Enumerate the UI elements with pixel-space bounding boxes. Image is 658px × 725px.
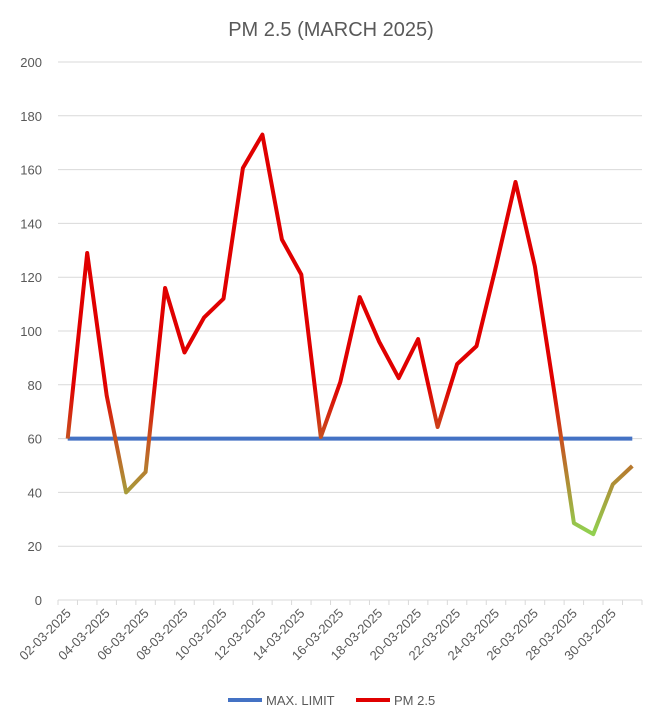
y-tick-label: 40 [28,485,42,500]
y-tick-label: 120 [20,270,42,285]
y-tick-label: 100 [20,324,42,339]
legend: MAX. LIMIT PM 2.5 [228,693,435,708]
y-tick-label: 60 [28,432,42,447]
y-tick-label: 20 [28,539,42,554]
y-tick-label: 160 [20,163,42,178]
y-tick-label: 0 [35,593,42,608]
y-tick-label: 140 [20,216,42,231]
y-tick-label: 80 [28,378,42,393]
chart-title: PM 2.5 (MARCH 2025) [228,19,434,41]
y-tick-label: 200 [20,55,42,70]
legend-label-max-limit: MAX. LIMIT [266,693,335,708]
legend-label-pm25: PM 2.5 [394,693,435,708]
series-line-pm25 [68,135,633,534]
y-tick-label: 180 [20,109,42,124]
